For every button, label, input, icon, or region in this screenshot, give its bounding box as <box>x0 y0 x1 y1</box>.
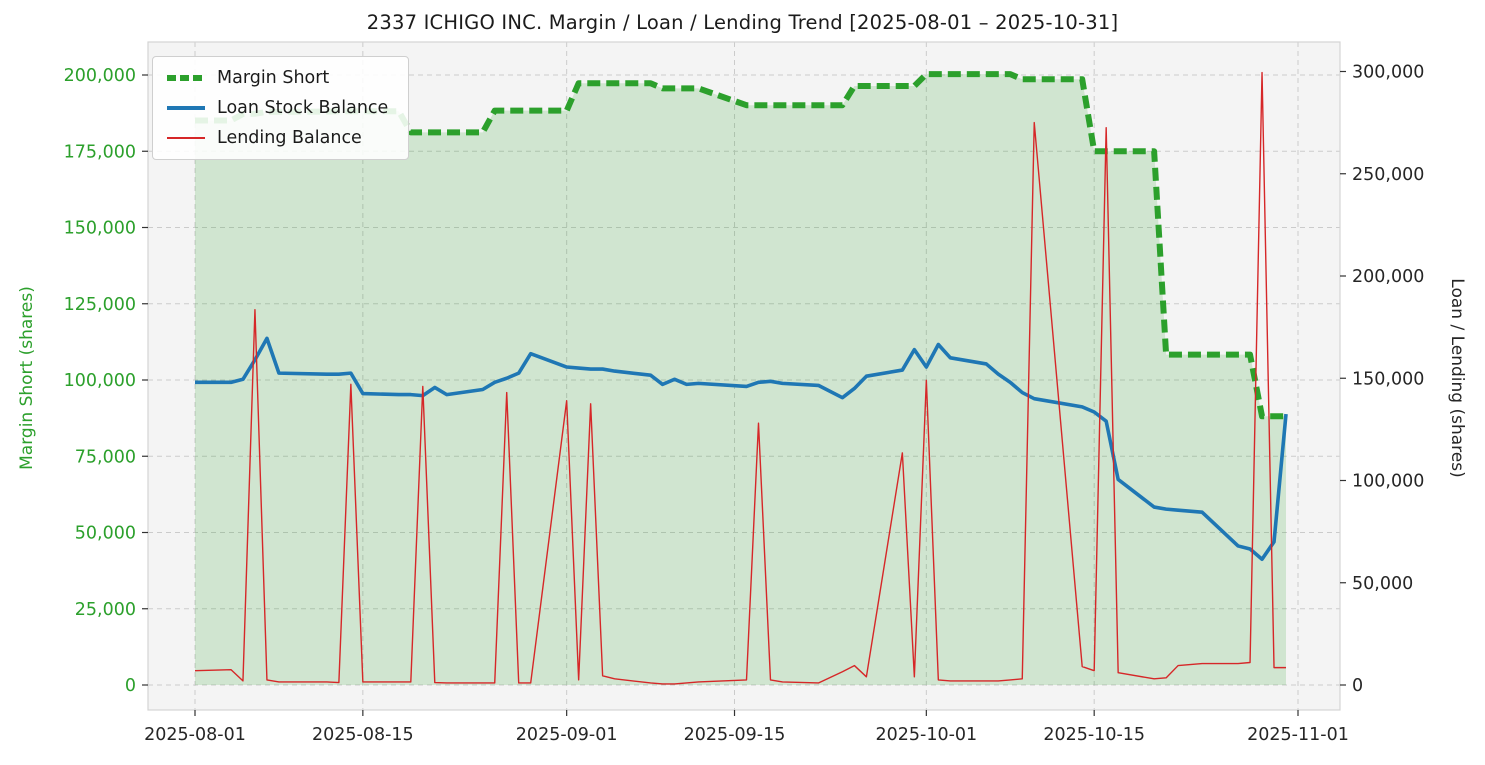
svg-text:2025-09-15: 2025-09-15 <box>684 725 786 745</box>
svg-text:150,000: 150,000 <box>1352 369 1424 389</box>
svg-text:0: 0 <box>1352 676 1363 696</box>
legend-label-loan-stock-balance: Loan Stock Balance <box>217 98 389 118</box>
svg-text:50,000: 50,000 <box>1352 574 1413 594</box>
legend-label-margin-short: Margin Short <box>217 68 330 88</box>
legend-item-loan-stock-balance: Loan Stock Balance <box>167 98 388 118</box>
legend-item-margin-short: Margin Short <box>167 68 388 88</box>
svg-text:125,000: 125,000 <box>64 295 136 315</box>
svg-text:0: 0 <box>125 676 136 696</box>
legend-item-lending-balance: Lending Balance <box>167 128 388 148</box>
right-axis-label: Loan / Lending (shares) <box>1447 278 1467 478</box>
svg-text:250,000: 250,000 <box>1352 165 1424 185</box>
svg-text:200,000: 200,000 <box>1352 267 1424 287</box>
svg-text:100,000: 100,000 <box>64 371 136 391</box>
legend-label-lending-balance: Lending Balance <box>217 128 362 148</box>
svg-text:50,000: 50,000 <box>75 524 136 544</box>
legend: Margin Short Loan Stock Balance Lending … <box>152 56 410 160</box>
svg-text:100,000: 100,000 <box>1352 472 1424 492</box>
margin-short-line-swatch <box>167 75 205 81</box>
svg-text:200,000: 200,000 <box>64 66 136 86</box>
svg-text:175,000: 175,000 <box>64 142 136 162</box>
svg-text:300,000: 300,000 <box>1352 63 1424 83</box>
lending-line-swatch <box>167 137 205 139</box>
svg-text:2025-09-01: 2025-09-01 <box>516 725 618 745</box>
svg-text:150,000: 150,000 <box>64 219 136 239</box>
chart-title: 2337 ICHIGO INC. Margin / Loan / Lending… <box>366 11 1119 34</box>
svg-text:2025-11-01: 2025-11-01 <box>1247 725 1349 745</box>
svg-text:2025-10-15: 2025-10-15 <box>1043 725 1145 745</box>
left-axis-label: Margin Short (shares) <box>17 286 37 470</box>
svg-text:25,000: 25,000 <box>75 600 136 620</box>
svg-text:75,000: 75,000 <box>75 447 136 467</box>
svg-text:2025-08-15: 2025-08-15 <box>312 725 414 745</box>
loan-stock-line-swatch <box>167 106 205 110</box>
svg-text:2025-08-01: 2025-08-01 <box>144 725 246 745</box>
svg-text:2025-10-01: 2025-10-01 <box>875 725 977 745</box>
